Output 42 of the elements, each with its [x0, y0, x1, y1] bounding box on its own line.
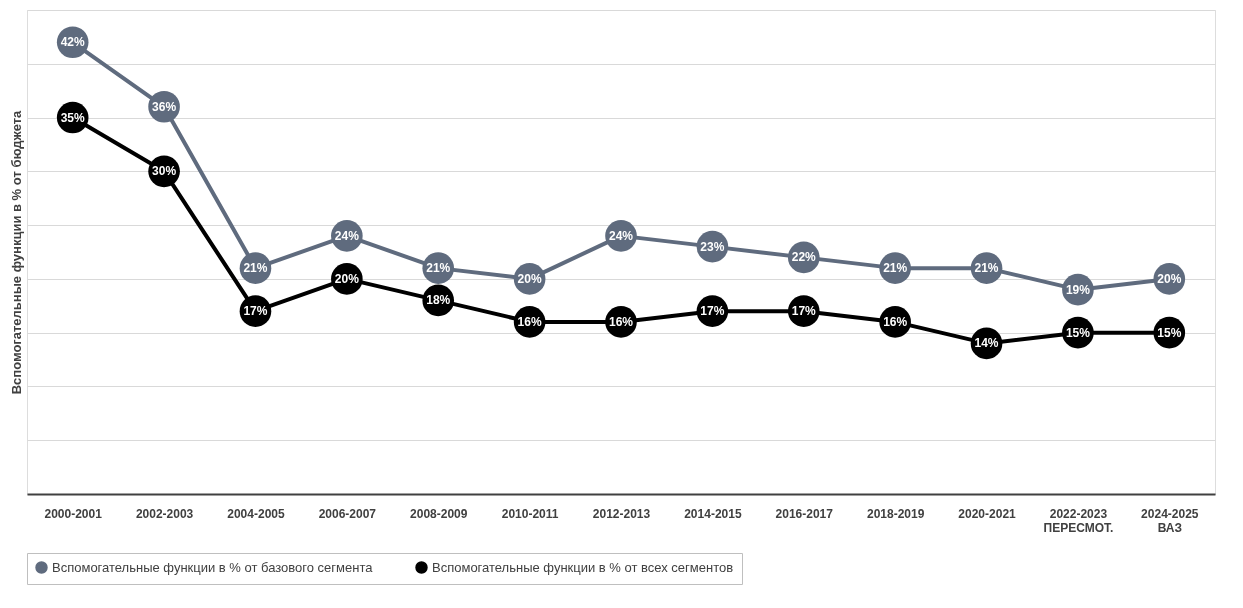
data-label: 24% — [608, 228, 634, 243]
x-tick-label: 2010-2011 — [501, 506, 559, 521]
x-tick-label: 2022-2023 ПЕРЕСМОТ. — [1043, 506, 1114, 535]
x-tick-label: 2000-2001 — [44, 506, 103, 521]
data-label: 18% — [426, 293, 451, 308]
data-label: 20% — [1157, 271, 1182, 286]
x-tick-label: 2004-2005 — [227, 506, 285, 521]
data-label: 21% — [883, 261, 908, 276]
data-label: 20% — [334, 271, 360, 286]
data-label: 16% — [517, 314, 542, 329]
data-label: 42% — [60, 35, 86, 50]
y-axis-title: Вспомогательные функции в % от бюджета — [8, 109, 24, 395]
x-tick-label: 2012-2013 — [592, 506, 651, 521]
data-label: 16% — [883, 314, 908, 329]
data-label: 15% — [1065, 325, 1091, 340]
data-label: 17% — [243, 304, 268, 319]
legend-label: Вспомогательные функции в % от базового сегмента — [52, 559, 374, 575]
x-tick-label: 2024-2025 ВАЗ — [1141, 506, 1199, 535]
data-label: 23% — [700, 239, 725, 254]
data-label: 22% — [791, 250, 817, 265]
data-label: 17% — [791, 304, 817, 319]
data-label: 16% — [608, 314, 634, 329]
data-label: 21% — [426, 261, 451, 276]
data-label: 24% — [334, 228, 360, 243]
x-tick-label: 2018-2019 — [866, 506, 925, 521]
data-label: 17% — [700, 304, 725, 319]
x-tick-label: 2014-2015 — [684, 506, 742, 521]
data-label: 19% — [1065, 282, 1091, 297]
x-tick-label: 2006-2007 — [318, 506, 377, 521]
x-tick-label: 2016-2017 — [775, 506, 834, 521]
data-label: 21% — [243, 261, 268, 276]
legend-label: Вспомогательные функции в % от всех сегментов — [432, 559, 734, 575]
data-label: 36% — [152, 99, 177, 114]
data-label: 20% — [517, 271, 542, 286]
data-label: 21% — [974, 261, 999, 276]
x-tick-label: 2008-2009 — [410, 506, 468, 521]
data-label: 14% — [974, 336, 999, 351]
data-label: 35% — [60, 110, 86, 125]
x-tick-label: 2020-2021 — [958, 506, 1017, 521]
data-label: 15% — [1157, 325, 1182, 340]
x-tick-label: 2002-2003 — [135, 506, 194, 521]
data-label: 30% — [152, 164, 177, 179]
